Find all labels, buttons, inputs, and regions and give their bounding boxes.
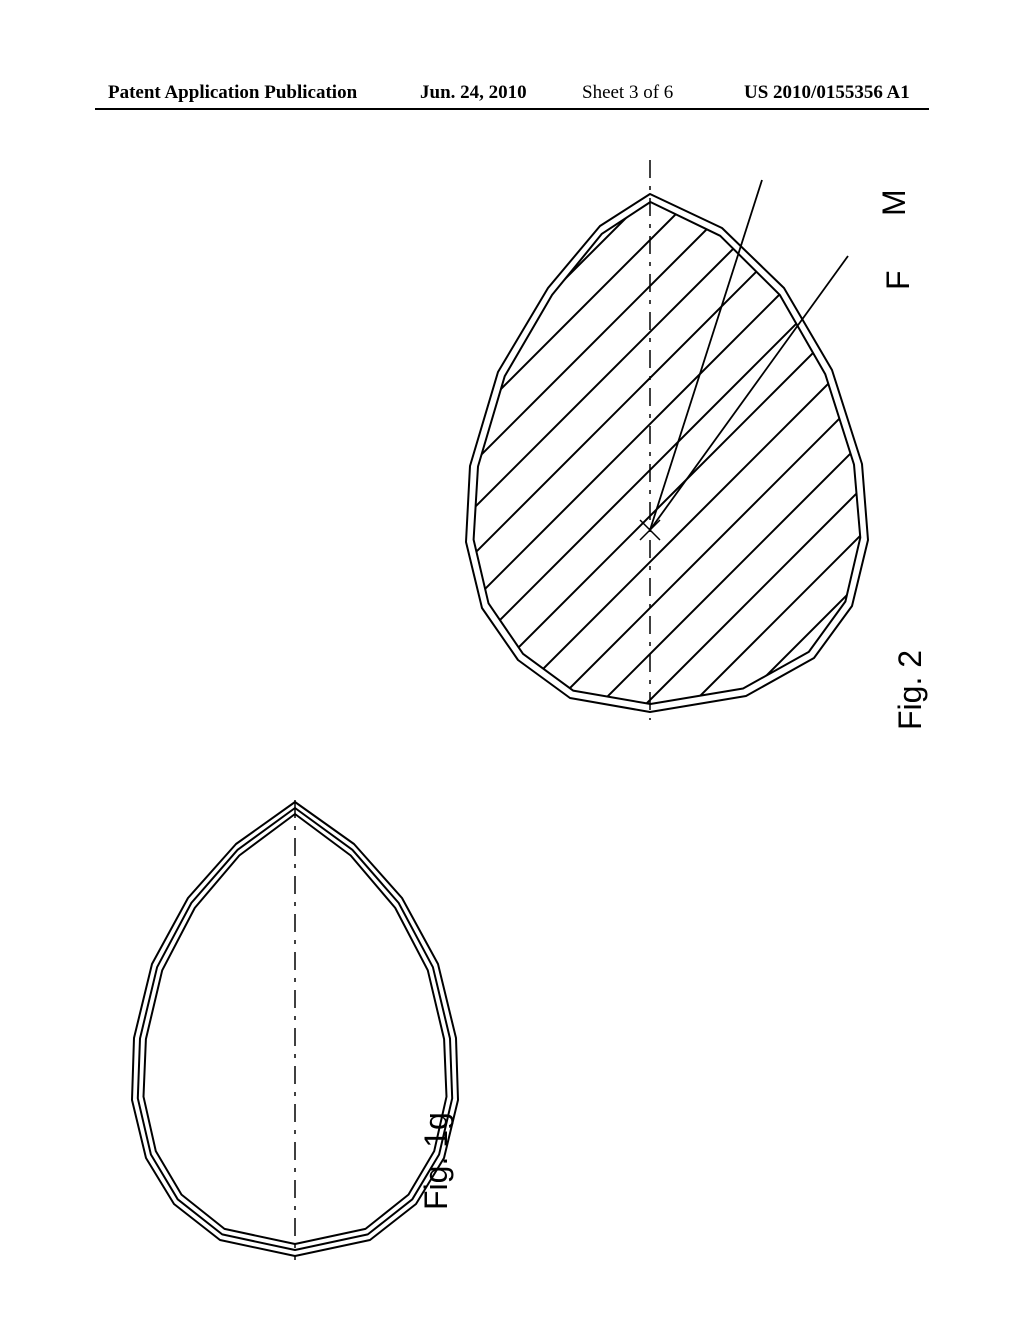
figure-2 (500, 160, 980, 720)
page-header: Patent Application Publication Jun. 24, … (0, 82, 1024, 110)
publication-number: US 2010/0155356 A1 (744, 82, 910, 104)
sheet-number: Sheet 3 of 6 (582, 82, 673, 104)
publication-date: Jun. 24, 2010 (420, 82, 527, 104)
reference-label-f: F (880, 270, 917, 290)
header-rule (95, 108, 929, 110)
figure-1g-label: Fig. 1g (418, 1112, 455, 1210)
figure-2-label: Fig. 2 (892, 650, 929, 730)
publication-label: Patent Application Publication (108, 82, 357, 104)
reference-label-m: M (876, 189, 913, 216)
figure-1g (110, 800, 470, 1260)
patent-page: Patent Application Publication Jun. 24, … (0, 0, 1024, 1320)
